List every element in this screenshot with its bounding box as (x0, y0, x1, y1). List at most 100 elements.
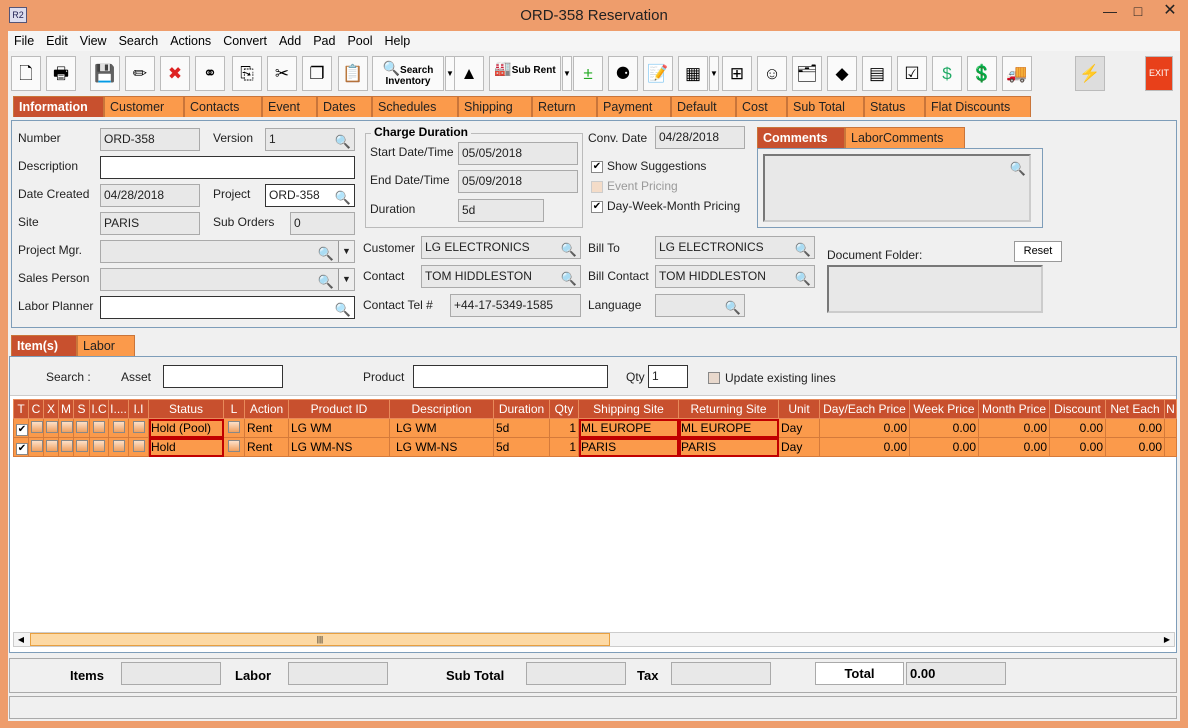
row-checkbox[interactable] (46, 439, 58, 452)
asset-input[interactable] (163, 365, 283, 388)
tab-comments[interactable]: Comments (757, 127, 845, 148)
add-remove-button[interactable]: ± (573, 56, 603, 91)
cut-scissors-button[interactable]: ✂ (267, 56, 297, 91)
stacked-boxes-button[interactable]: ▤ (862, 56, 892, 91)
menu-pad[interactable]: Pad (313, 34, 336, 48)
product-input[interactable] (413, 365, 608, 388)
column-header[interactable]: I.C (89, 399, 109, 419)
event-pricing-checkbox[interactable] (591, 181, 603, 193)
menu-convert[interactable]: Convert (223, 34, 267, 48)
l-checkbox[interactable] (228, 439, 240, 452)
tab-contacts[interactable]: Contacts (184, 96, 262, 117)
chevron-down-icon[interactable]: ▼ (338, 269, 354, 290)
column-header[interactable]: N (1164, 399, 1177, 419)
menu-actions[interactable]: Actions (170, 34, 212, 48)
menu-view[interactable]: View (79, 34, 107, 48)
document-folder-box[interactable] (827, 265, 1043, 313)
search-icon[interactable]: 🔍 (334, 134, 351, 149)
cell-day-price[interactable]: 0.00 (819, 437, 910, 457)
tab-items[interactable]: Item(s) (11, 335, 77, 356)
tab-dates[interactable]: Dates (317, 96, 372, 117)
row-checkbox[interactable] (93, 439, 105, 452)
tab-flat-discounts[interactable]: Flat Discounts (925, 96, 1031, 117)
close-button[interactable]: ✕ (1163, 2, 1177, 19)
cell-action[interactable]: Rent (244, 437, 289, 457)
tab-default[interactable]: Default (671, 96, 736, 117)
search-icon[interactable]: 🔍 (317, 246, 334, 261)
smiley-button[interactable]: ☺ (757, 56, 787, 91)
balls-button[interactable]: ⚈ (608, 56, 638, 91)
chevron-down-icon[interactable]: ▼ (562, 56, 572, 91)
column-header[interactable]: S (73, 399, 90, 419)
search-icon[interactable]: 🔍 (560, 271, 577, 286)
cell-shipping-site[interactable]: ML EUROPE (578, 418, 679, 438)
cell-week-price[interactable]: 0.00 (909, 418, 979, 438)
menu-add[interactable]: Add (278, 34, 302, 48)
binoculars-button[interactable]: ⚭ (195, 56, 225, 91)
truck-button[interactable]: 🚚 (1002, 56, 1032, 91)
money-arrow-button[interactable]: $ (932, 56, 962, 91)
row-checkbox[interactable] (76, 439, 88, 452)
row-checkbox[interactable] (132, 420, 145, 433)
tab-cost[interactable]: Cost (736, 96, 787, 117)
search-icon[interactable]: 🔍 (334, 190, 351, 205)
update-existing-checkbox[interactable] (708, 372, 720, 384)
tab-return[interactable]: Return (532, 96, 597, 117)
reset-button[interactable]: Reset (1014, 241, 1062, 262)
tab-sub-total[interactable]: Sub Total (787, 96, 864, 117)
cell-description[interactable]: LG WM-NS (389, 437, 494, 457)
cell-discount[interactable]: 0.00 (1049, 418, 1106, 438)
search-icon[interactable]: 🔍 (724, 300, 741, 315)
column-header[interactable]: Qty (549, 399, 579, 419)
cell-month-price[interactable]: 0.00 (978, 418, 1050, 438)
cell-net-each[interactable]: 0.00 (1105, 418, 1165, 438)
new-document-button[interactable]: 🗋 (11, 56, 41, 91)
column-header[interactable]: Action (244, 399, 289, 419)
notepad-button[interactable]: 📝 (643, 56, 673, 91)
tab-labor[interactable]: Labor (77, 335, 135, 356)
dwm-pricing-checkbox[interactable]: ✔ (591, 201, 603, 213)
row-checkbox[interactable] (93, 420, 105, 433)
cell-duration[interactable]: 5d (493, 418, 550, 438)
cell-product-id[interactable]: LG WM-NS (288, 437, 390, 457)
eraser-button[interactable]: ◆ (827, 56, 857, 91)
menu-help[interactable]: Help (384, 34, 411, 48)
row-checkbox[interactable] (31, 439, 43, 452)
qty-input[interactable]: 1 (648, 365, 688, 388)
cell-net-each[interactable]: 0.00 (1105, 437, 1165, 457)
menu-edit[interactable]: Edit (46, 34, 68, 48)
column-header[interactable]: Status (148, 399, 224, 419)
column-header[interactable]: Discount (1049, 399, 1106, 419)
cell-discount[interactable]: 0.00 (1049, 437, 1106, 457)
save-button[interactable]: 💾 (90, 56, 120, 91)
lightning-button[interactable]: ⚡ (1075, 56, 1105, 91)
row-checkbox[interactable] (132, 439, 145, 452)
menu-file[interactable]: File (14, 34, 35, 48)
comments-textarea[interactable]: 🔍 (763, 154, 1031, 222)
search-icon[interactable]: 🔍 (560, 242, 577, 257)
project-field[interactable]: ORD-358 🔍 (265, 184, 355, 207)
row-checkbox[interactable] (61, 420, 73, 433)
labor-planner-field[interactable]: 🔍 (100, 296, 355, 319)
checklist-button[interactable]: ☑ (897, 56, 927, 91)
row-checkbox[interactable] (31, 420, 43, 433)
scroll-right-icon[interactable]: ▶ (1163, 635, 1171, 644)
column-header[interactable]: C (28, 399, 44, 419)
folder-clock-button[interactable]: 🗂 (792, 56, 822, 91)
menu-pool[interactable]: Pool (347, 34, 373, 48)
tab-event[interactable]: Event (262, 96, 317, 117)
cell-unit[interactable]: Day (778, 437, 820, 457)
customer-field[interactable]: LG ELECTRONICS 🔍 (421, 236, 581, 259)
column-header[interactable]: Returning Site (678, 399, 779, 419)
column-header[interactable]: T (13, 399, 29, 419)
tab-information[interactable]: Information (13, 96, 104, 117)
column-header[interactable]: Week Price (909, 399, 979, 419)
search-icon[interactable]: 🔍 (794, 242, 811, 257)
shapes-button[interactable]: ▲ (454, 56, 484, 91)
show-suggestions-checkbox[interactable]: ✔ (591, 161, 603, 173)
row-checkbox[interactable]: ✔ (16, 423, 28, 436)
column-header[interactable]: I.I (128, 399, 149, 419)
cell-shipping-site[interactable]: PARIS (578, 437, 679, 457)
edit-pencil-button[interactable]: ✏ (125, 56, 155, 91)
row-checkbox[interactable] (112, 439, 125, 452)
